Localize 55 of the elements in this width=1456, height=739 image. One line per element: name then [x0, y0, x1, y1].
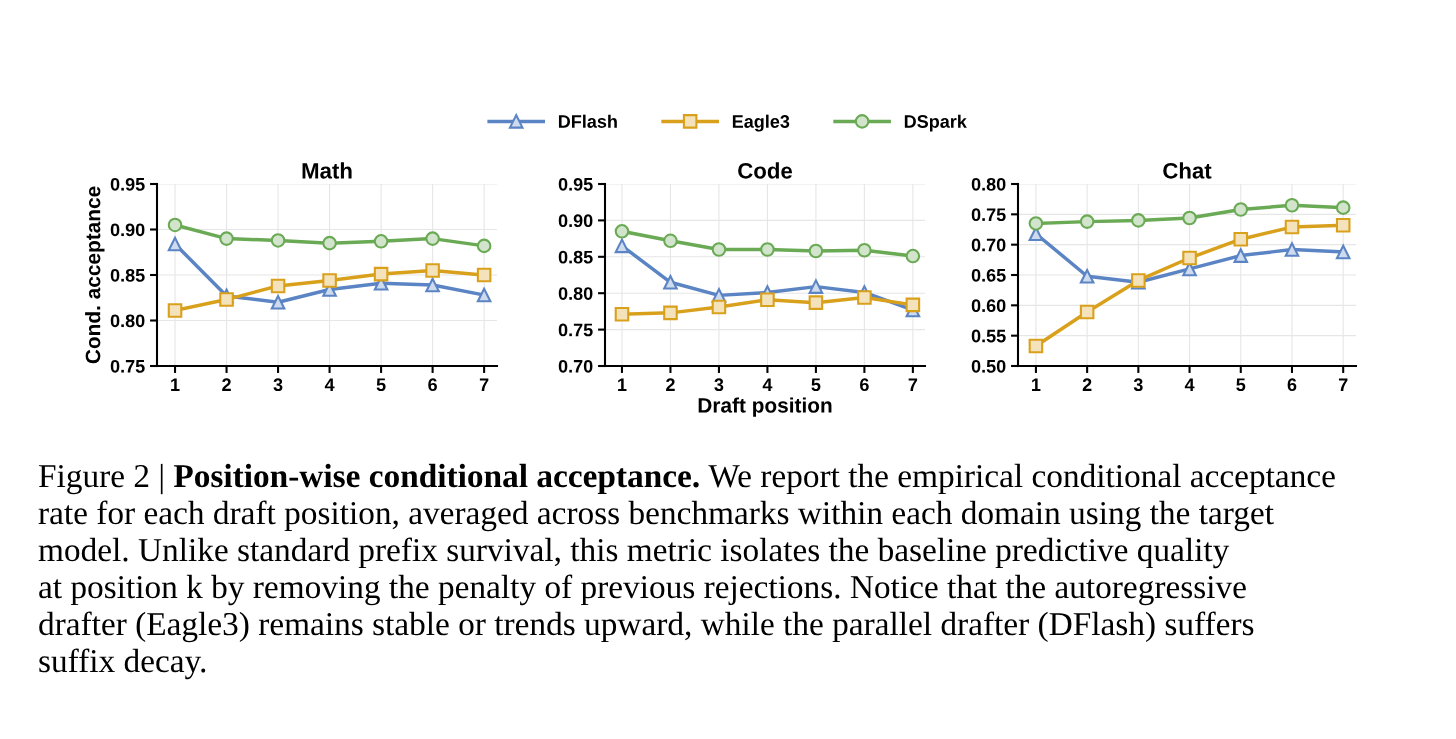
y-tick-label: 0.60 [971, 299, 1006, 313]
y-tick-label: 0.75 [558, 323, 593, 337]
caption: Figure 2 | [38, 463, 163, 495]
y-axis-title: Cond. acceptance [85, 186, 105, 364]
y-tick-label: 0.80 [110, 314, 145, 328]
x-tick-label: 7 [479, 378, 489, 391]
y-tick-label: 0.65 [971, 268, 1006, 282]
x-tick-label: 7 [908, 378, 918, 391]
text: drafter (Eagle3) remains stable or trends upward, while the parallel drafter (DFlash) suffers [39, 611, 1254, 643]
text: rate for each draft position, averaged across benchmarks within each domain using the target [38, 500, 1274, 532]
x-tick-label: 3 [1133, 378, 1143, 392]
y-tick-label: 0.95 [110, 177, 145, 191]
legend-label: DFlash [558, 114, 617, 128]
x-tick-label: 1 [171, 378, 180, 391]
x-tick-label: 2 [222, 378, 231, 391]
y-tick-label: 0.90 [558, 214, 593, 228]
chart-title: Chat [1163, 162, 1212, 179]
x-tick-label: 5 [811, 378, 821, 392]
x-tick-label: 1 [618, 378, 627, 391]
y-tick-label: 0.95 [558, 177, 593, 191]
y-tick-label: 0.75 [971, 208, 1006, 222]
y-tick-label: 0.80 [558, 287, 593, 300]
x-tick-label: 4 [762, 378, 773, 391]
y-tick-label: 0.90 [110, 223, 145, 237]
text: at position k by removing the penalty of previous rejections. Notice that the autoregressive [39, 574, 1246, 606]
y-tick-label: 0.50 [971, 359, 1006, 373]
text: We report the empirical conditional acceptance [708, 463, 1335, 495]
chart-title: Code [738, 162, 793, 179]
y-tick-label: 0.85 [558, 250, 593, 264]
y-tick-label: 0.75 [110, 359, 145, 373]
legend-label: DSpark [904, 114, 967, 132]
legend-label: Eagle3 [732, 114, 790, 132]
text: suffix decay. [39, 648, 206, 680]
x-tick-label: 5 [1236, 378, 1246, 392]
text: model. Unlike standard prefix survival, this metric isolates the baseline predictive quality [38, 537, 1230, 569]
y-tick-label: 0.55 [971, 329, 1006, 343]
x-tick-label: 2 [666, 378, 675, 391]
x-tick-label: 6 [428, 378, 437, 392]
x-tick-label: 7 [1338, 378, 1348, 391]
y-tick-label: 0.85 [110, 268, 145, 282]
x-tick-label: 4 [1184, 378, 1195, 391]
y-tick-label: 0.80 [971, 177, 1006, 191]
chart-title: Math [302, 162, 352, 179]
x-tick-label: 2 [1082, 378, 1092, 391]
x-tick-label: 1 [1032, 378, 1041, 391]
text: Position-wise conditional acceptance. [173, 463, 699, 495]
x-axis-title: Draft position [698, 397, 832, 417]
y-tick-label: 0.70 [971, 238, 1006, 252]
x-tick-label: 3 [273, 378, 283, 392]
x-tick-label: 4 [324, 378, 335, 391]
x-tick-label: 3 [714, 378, 724, 392]
x-tick-label: 6 [1287, 378, 1297, 392]
x-tick-label: 6 [860, 378, 869, 392]
y-tick-label: 0.70 [558, 359, 593, 373]
x-tick-label: 5 [376, 378, 386, 392]
